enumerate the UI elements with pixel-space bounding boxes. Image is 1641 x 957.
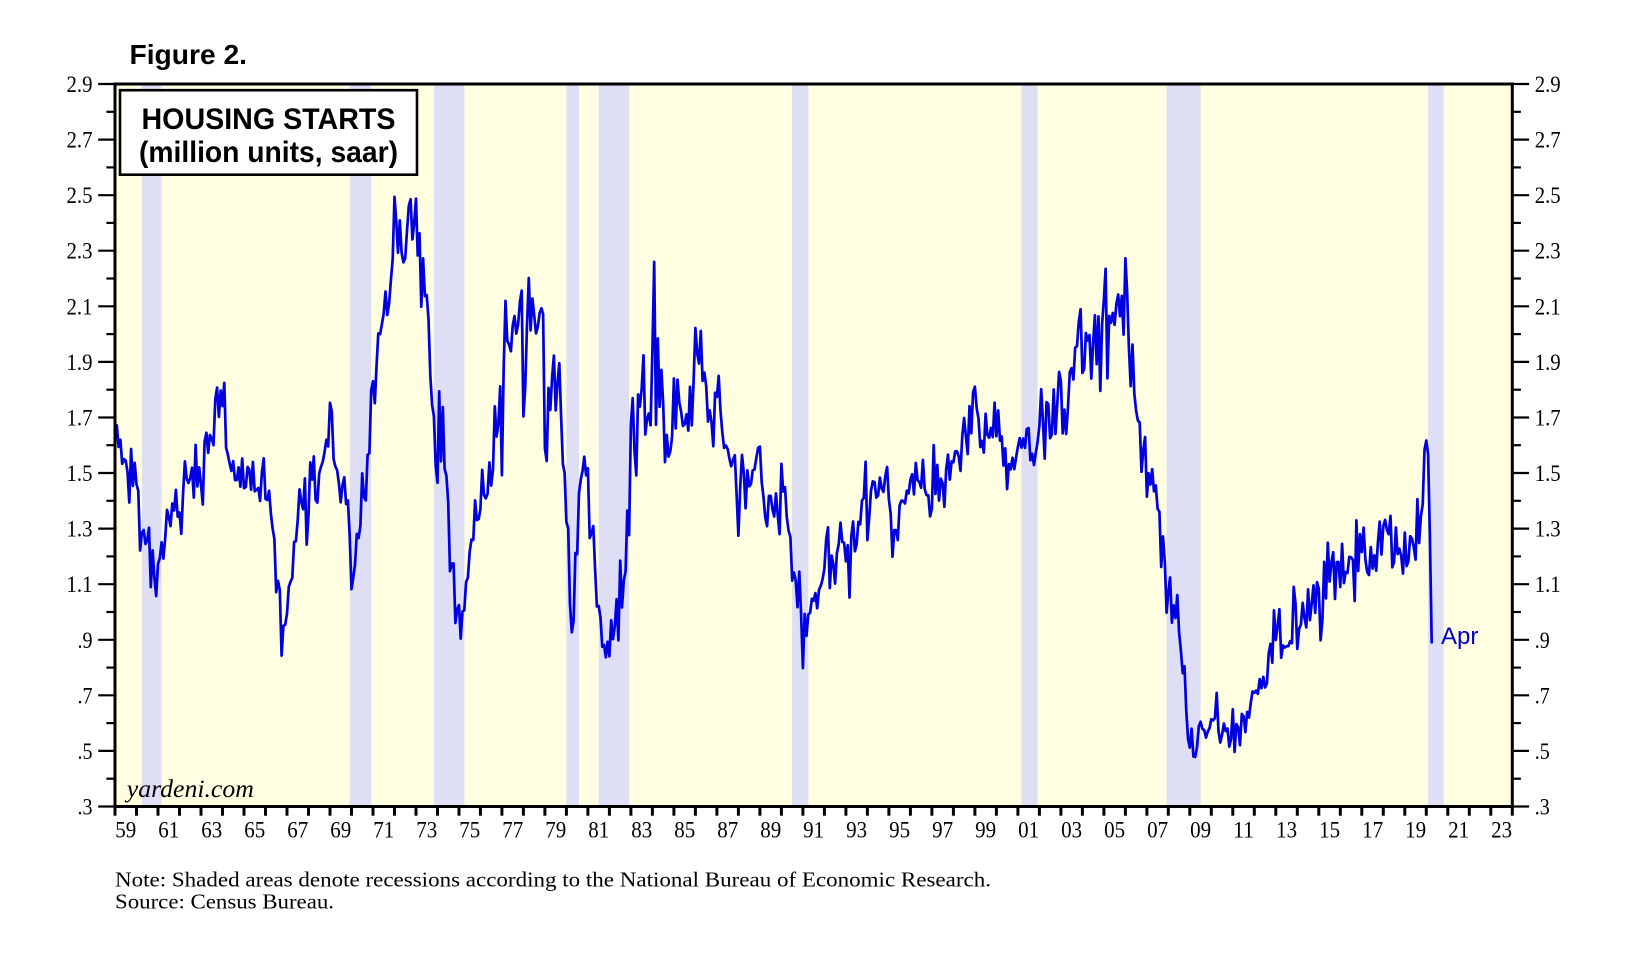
svg-text:07: 07 <box>1147 818 1168 843</box>
svg-text:99: 99 <box>975 818 996 843</box>
svg-text:1.7: 1.7 <box>1535 406 1561 431</box>
svg-text:1.3: 1.3 <box>1535 517 1561 542</box>
svg-text:2.1: 2.1 <box>1535 294 1561 319</box>
svg-text:19: 19 <box>1405 818 1426 843</box>
svg-text:79: 79 <box>545 818 566 843</box>
svg-text:2.7: 2.7 <box>67 128 93 153</box>
svg-text:Source: Census Bureau.: Source: Census Bureau. <box>115 890 334 914</box>
svg-text:75: 75 <box>459 818 480 843</box>
svg-text:1.9: 1.9 <box>1535 350 1561 375</box>
svg-text:59: 59 <box>115 818 136 843</box>
svg-text:17: 17 <box>1362 818 1383 843</box>
svg-text:1.1: 1.1 <box>1535 572 1561 597</box>
svg-text:1.3: 1.3 <box>67 517 93 542</box>
svg-text:09: 09 <box>1190 818 1211 843</box>
svg-text:2.3: 2.3 <box>67 239 93 264</box>
svg-text:03: 03 <box>1061 818 1082 843</box>
svg-text:77: 77 <box>502 818 523 843</box>
svg-text:71: 71 <box>373 818 394 843</box>
svg-text:2.7: 2.7 <box>1535 128 1561 153</box>
svg-text:63: 63 <box>201 818 222 843</box>
svg-text:89: 89 <box>760 818 781 843</box>
svg-text:11: 11 <box>1233 818 1254 843</box>
svg-text:83: 83 <box>631 818 652 843</box>
svg-text:2.9: 2.9 <box>1535 72 1561 97</box>
svg-text:1.9: 1.9 <box>67 350 93 375</box>
svg-text:69: 69 <box>330 818 351 843</box>
svg-text:(million units, saar): (million units, saar) <box>139 136 398 169</box>
svg-text:2.5: 2.5 <box>1535 183 1561 208</box>
svg-text:91: 91 <box>803 818 824 843</box>
svg-text:1.1: 1.1 <box>67 572 93 597</box>
svg-text:87: 87 <box>717 818 738 843</box>
svg-text:13: 13 <box>1276 818 1297 843</box>
svg-text:2.5: 2.5 <box>67 183 93 208</box>
svg-text:.7: .7 <box>1535 683 1550 708</box>
svg-text:.9: .9 <box>1535 628 1550 653</box>
svg-text:95: 95 <box>889 818 910 843</box>
svg-text:67: 67 <box>287 818 308 843</box>
svg-text:2.3: 2.3 <box>1535 239 1561 264</box>
svg-text:85: 85 <box>674 818 695 843</box>
svg-text:01: 01 <box>1018 818 1039 843</box>
svg-text:Note: Shaded areas denote rece: Note: Shaded areas denote recessions acc… <box>115 868 991 892</box>
svg-text:1.7: 1.7 <box>67 406 93 431</box>
svg-text:.3: .3 <box>1535 795 1550 820</box>
svg-text:2.1: 2.1 <box>67 294 93 319</box>
svg-text:.3: .3 <box>78 795 93 820</box>
svg-text:05: 05 <box>1104 818 1125 843</box>
svg-text:61: 61 <box>158 818 179 843</box>
svg-text:Figure 2.: Figure 2. <box>130 39 248 70</box>
svg-text:73: 73 <box>416 818 437 843</box>
svg-text:yardeni.com: yardeni.com <box>124 776 254 803</box>
svg-text:.9: .9 <box>78 628 93 653</box>
svg-text:1.5: 1.5 <box>67 461 93 486</box>
svg-text:15: 15 <box>1319 818 1340 843</box>
svg-text:.7: .7 <box>78 683 93 708</box>
svg-text:97: 97 <box>932 818 953 843</box>
svg-text:23: 23 <box>1491 818 1512 843</box>
svg-text:93: 93 <box>846 818 867 843</box>
svg-text:HOUSING STARTS: HOUSING STARTS <box>142 103 396 136</box>
svg-text:2.9: 2.9 <box>67 72 93 97</box>
svg-text:Apr: Apr <box>1441 623 1478 650</box>
svg-text:.5: .5 <box>1535 739 1550 764</box>
svg-text:81: 81 <box>588 818 609 843</box>
svg-text:21: 21 <box>1448 818 1469 843</box>
svg-text:1.5: 1.5 <box>1535 461 1561 486</box>
svg-text:65: 65 <box>244 818 265 843</box>
svg-text:.5: .5 <box>78 739 93 764</box>
